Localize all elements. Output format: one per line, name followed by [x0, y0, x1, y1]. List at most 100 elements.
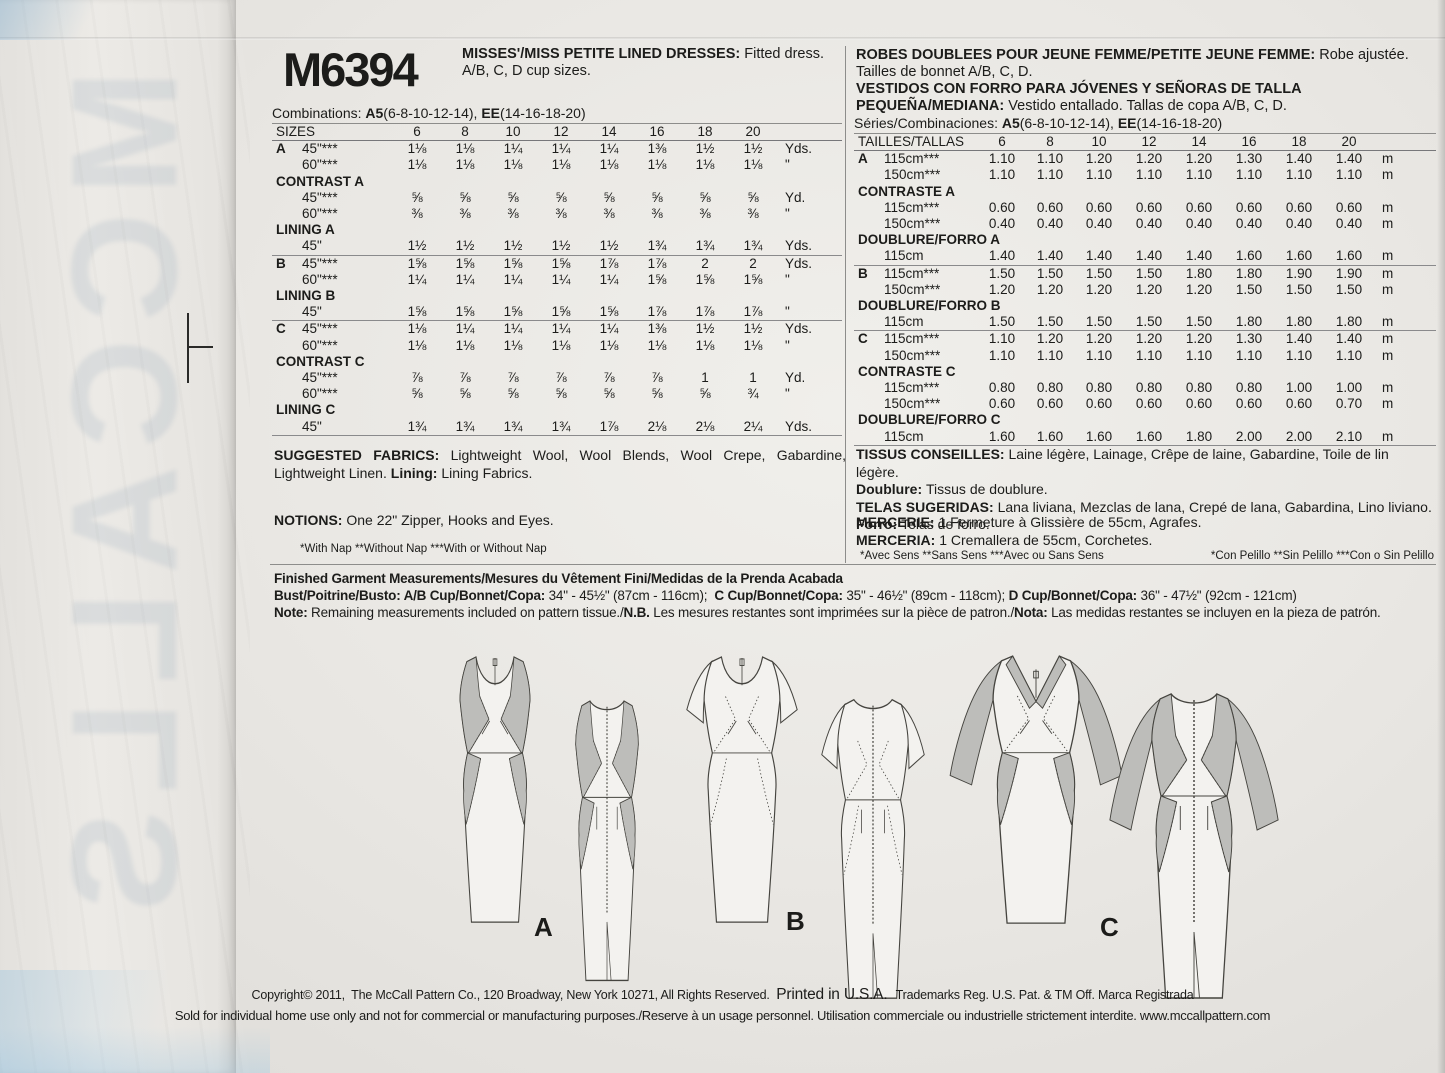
yardage-value-cell: 2.00 [1285, 428, 1313, 444]
yardage-value-cell: 0.60 [1235, 396, 1263, 412]
yardage-value-cell: 0.60 [988, 396, 1016, 412]
yardage-value-cell: 1¾ [695, 238, 715, 254]
yardage-value-cell: ⅝ [459, 386, 471, 402]
yardage-value-cell: 1⅛ [503, 157, 523, 173]
yardage-value-cell: 0.40 [1285, 216, 1313, 232]
row-label-cell: 45" [302, 304, 322, 320]
yardage-value-cell: ⅜ [555, 206, 567, 222]
yardage-value-cell: ⅝ [507, 189, 519, 205]
envelope-front-showthrough-bottom [0, 970, 270, 1073]
yardage-value-cell: 1⅛ [407, 321, 427, 337]
row-label-cell: 45"*** [302, 370, 338, 386]
yardage-value-cell: 0.60 [1085, 199, 1113, 215]
yardage-value-cell: 1.50 [1285, 281, 1313, 297]
yardage-value-cell: 0.40 [1085, 216, 1113, 232]
yardage-value-cell: 1.60 [1085, 428, 1113, 444]
yardage-value-cell: 1.50 [1036, 265, 1064, 281]
yardage-value-cell: 1⅛ [455, 141, 475, 157]
yardage-value-cell: 1.10 [1335, 347, 1363, 363]
nap-footnote-french: *Avec Sens **Sans Sens ***Avec ou Sans S… [860, 550, 1104, 562]
section-label: LINING B [276, 288, 336, 304]
yardage-value-cell: ⅞ [459, 370, 471, 386]
table-row: 45" 1¾ 1¾ 1¾ 1¾ 1⅞ 2⅛ 2⅛ 2¼ Yds. [272, 419, 842, 436]
merceria: MERCERIA: 1 Cremallera de 55cm, Corchete… [856, 532, 1434, 550]
yardage-value-cell: 1.10 [988, 331, 1016, 347]
yardage-value-cell: 1.60 [1036, 428, 1064, 444]
table-section-row: CONTRASTE C [854, 364, 1436, 380]
row-label-cell: 150cm*** [884, 347, 941, 363]
yardage-value-cell: 1⅞ [695, 304, 715, 320]
table-header-cell: 16 [649, 124, 665, 139]
yardage-value-cell: 1.10 [988, 167, 1016, 183]
yardage-value-cell: ⅜ [459, 206, 471, 222]
table-section-row: CONTRASTE A [854, 184, 1436, 200]
tissus-conseilles: TISSUS CONSEILLES: Laine légère, Lainage… [856, 446, 1434, 481]
yardage-value-cell: 1¾ [551, 418, 571, 434]
yardage-value-cell: 1⅛ [743, 157, 763, 173]
table-row: C 45"*** 1⅛ 1¼ 1¼ 1¼ 1¼ 1⅜ 1½ 1½ Yds. [272, 320, 842, 338]
unit-cell: " [785, 157, 790, 173]
table-header-cell: 14 [1191, 134, 1207, 149]
text-segment: Fitted dress. A/B, C, D cup sizes. [462, 46, 828, 79]
yardage-value-cell: 1.10 [988, 347, 1016, 363]
text-segment: C Cup/Bonnet/Copa: [714, 587, 847, 603]
unit-cell: Yd. [785, 189, 806, 205]
yardage-value-cell: 1.50 [988, 314, 1016, 330]
text-segment: TISSUS CONSEILLES: [856, 446, 1009, 462]
unit-cell: m [1382, 265, 1394, 281]
yardage-value-cell: 0.80 [1235, 380, 1263, 396]
yardage-value-cell: 1⅞ [599, 418, 619, 434]
nap-footnote-english: *With Nap **Without Nap ***With or Witho… [300, 543, 547, 555]
yardage-value-cell: 1⅛ [455, 337, 475, 353]
text-segment: Lining: [390, 464, 442, 481]
yardage-value-cell: ⅝ [411, 386, 423, 402]
yardage-value-cell: 1.50 [1135, 314, 1163, 330]
yardage-value-cell: ⅝ [699, 386, 711, 402]
table-header-cell: 18 [1291, 134, 1307, 149]
yardage-value-cell: 1.30 [1235, 151, 1263, 167]
yardage-value-cell: 1⅝ [407, 255, 427, 271]
yardage-value-cell: 1¾ [743, 238, 763, 254]
text-segment: A/B Cup/Bonnet/Copa: [403, 587, 549, 603]
yardage-table-imperial: SIZES 6 8 10 12 14 16 18 20 A 45"*** 1⅛ 1⅛ 1¼ 1¼ 1¼ 1⅜ 1½… [272, 124, 842, 436]
text-segment: Copyright© 2011, The McCall Pattern Co.,… [251, 988, 777, 1002]
yardage-value-cell: 2.10 [1335, 428, 1363, 444]
yardage-value-cell: 1⅝ [503, 255, 523, 271]
yardage-value-cell: 1⅛ [503, 337, 523, 353]
unit-cell: Yds. [785, 418, 813, 434]
table-row: A 45"*** 1⅛ 1⅛ 1¼ 1¼ 1¼ 1⅜ 1½ 1½ Yds. [272, 141, 842, 158]
pattern-number: M6394 [283, 43, 419, 96]
row-label-cell: B 115cm*** [858, 265, 940, 281]
yardage-value-cell: 0.60 [1036, 396, 1064, 412]
text-segment: Séries/Combinaciones: [854, 115, 1002, 131]
yardage-value-cell: 1¼ [599, 321, 619, 337]
yardage-value-cell: 1⅝ [647, 271, 667, 287]
text-segment: MISSES'/MISS PETITE LINED DRESSES: [462, 46, 745, 62]
text-segment: ROBES DOUBLEES POUR JEUNE FEMME/PETITE J… [856, 47, 1320, 63]
yardage-value-cell: ⅜ [747, 206, 759, 222]
yardage-value-cell: 2⅛ [695, 418, 715, 434]
yardage-value-cell: 1¼ [551, 141, 571, 157]
yardage-value-cell: 1⅛ [407, 141, 427, 157]
unit-cell: " [785, 271, 790, 287]
unit-cell: m [1382, 331, 1394, 347]
yardage-value-cell: ⅝ [651, 189, 663, 205]
yardage-value-cell: 1½ [743, 321, 763, 337]
yardage-value-cell: 1.40 [1185, 248, 1213, 264]
text-segment: MERCERIA: [856, 531, 940, 548]
yardage-value-cell: 1.20 [1036, 331, 1064, 347]
yardage-value-cell: 1⅝ [551, 304, 571, 320]
title-french: ROBES DOUBLEES POUR JEUNE FEMME/PETITE J… [856, 47, 1432, 81]
yardage-value-cell: 1⅝ [551, 255, 571, 271]
yardage-value-cell: 1⅛ [599, 157, 619, 173]
dress-view-a-front-illustration [459, 656, 531, 923]
text-segment: N.B. [623, 604, 650, 620]
telas-sugeridas: TELAS SUGERIDAS: Lana liviana, Mezclas d… [856, 499, 1434, 517]
yardage-value-cell: 1¼ [551, 321, 571, 337]
table-row: 115cm 1.60 1.60 1.60 1.60 1.80 2.00 2.00 2.10 m [854, 429, 1436, 446]
text-segment: MERCERIE: [856, 514, 939, 530]
text-segment: 36" - 47½" (92cm - 121cm) [1140, 587, 1297, 603]
yardage-value-cell: 0.80 [1085, 380, 1113, 396]
fabrics-international: TISSUS CONSEILLES: Laine légère, Lainage… [856, 446, 1434, 534]
